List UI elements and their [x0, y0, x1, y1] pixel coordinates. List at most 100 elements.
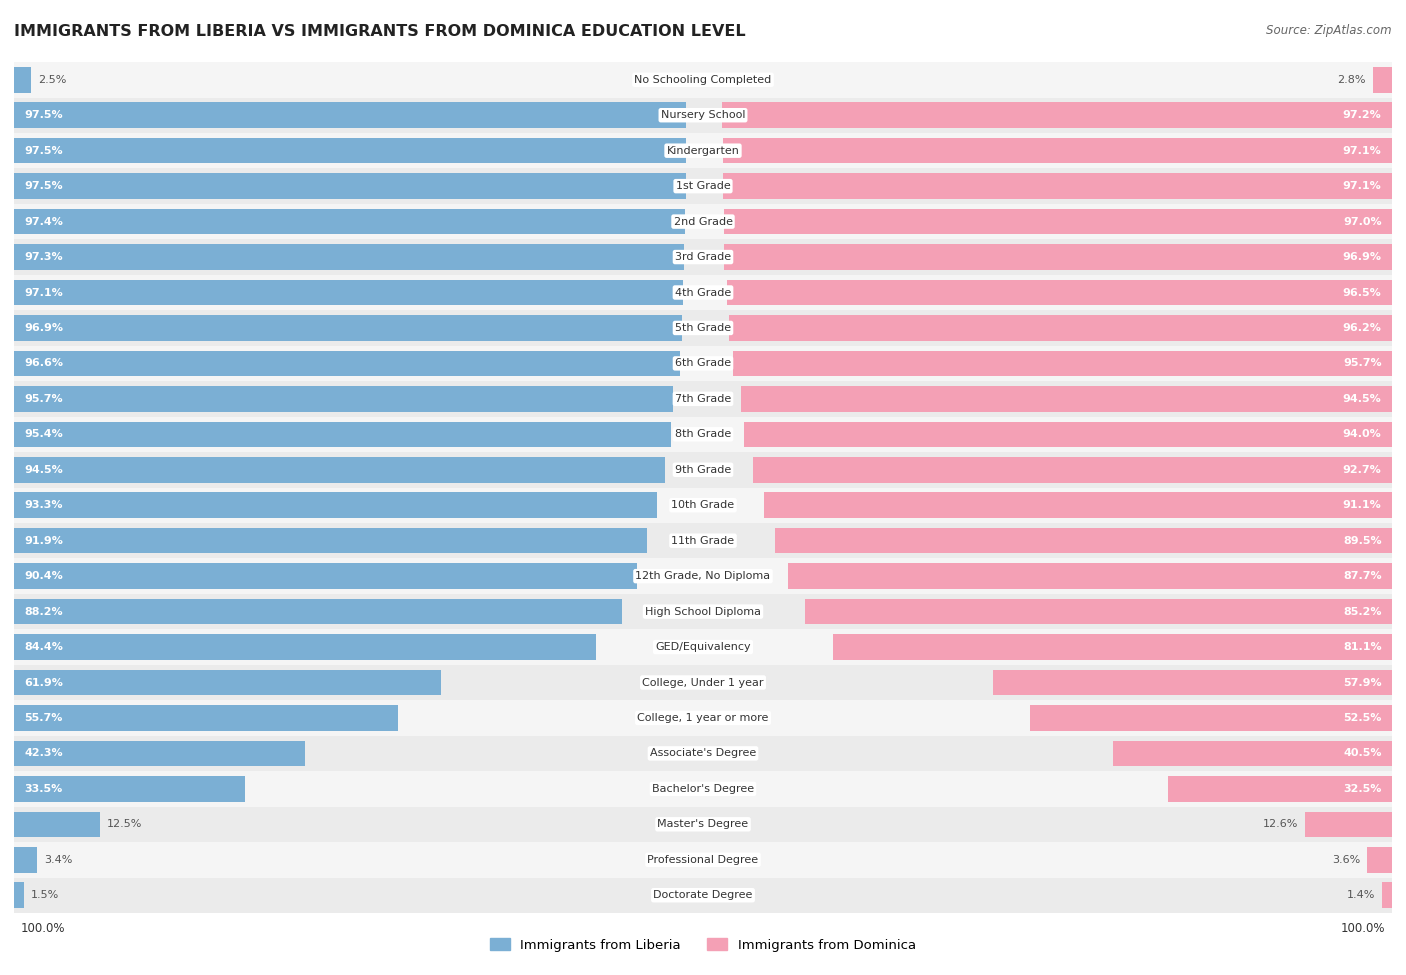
Bar — [806, 599, 1392, 624]
Bar — [14, 488, 1392, 523]
Bar — [14, 209, 685, 234]
Text: Kindergarten: Kindergarten — [666, 145, 740, 156]
Text: 96.9%: 96.9% — [1343, 253, 1382, 262]
Text: College, Under 1 year: College, Under 1 year — [643, 678, 763, 687]
Bar — [14, 98, 1392, 133]
Bar — [1031, 705, 1392, 730]
Bar — [14, 741, 305, 766]
Bar — [14, 736, 1392, 771]
Text: 97.1%: 97.1% — [24, 288, 63, 297]
Bar — [14, 133, 1392, 169]
Text: 84.4%: 84.4% — [24, 643, 63, 652]
Text: 33.5%: 33.5% — [24, 784, 63, 794]
Bar — [724, 245, 1392, 270]
Bar — [834, 635, 1392, 660]
Bar — [744, 421, 1392, 448]
Text: 100.0%: 100.0% — [1340, 921, 1385, 935]
Text: 96.5%: 96.5% — [1343, 288, 1382, 297]
Bar — [14, 204, 1392, 239]
Text: High School Diploma: High School Diploma — [645, 606, 761, 616]
Bar — [787, 564, 1392, 589]
Bar — [1372, 67, 1392, 93]
Text: 97.1%: 97.1% — [1343, 145, 1382, 156]
Text: 2.5%: 2.5% — [38, 75, 66, 85]
Text: 5th Grade: 5th Grade — [675, 323, 731, 332]
Text: 89.5%: 89.5% — [1343, 535, 1382, 546]
Text: 42.3%: 42.3% — [24, 749, 63, 759]
Bar — [727, 280, 1392, 305]
Bar — [14, 315, 682, 340]
Text: 97.5%: 97.5% — [24, 110, 63, 120]
Text: 93.3%: 93.3% — [24, 500, 63, 510]
Bar — [1367, 847, 1392, 873]
Bar — [775, 527, 1392, 554]
Text: 95.4%: 95.4% — [24, 429, 63, 440]
Bar — [14, 594, 1392, 629]
Text: 97.5%: 97.5% — [24, 145, 63, 156]
Bar — [1305, 811, 1392, 838]
Bar — [14, 847, 38, 873]
Bar — [14, 878, 1392, 913]
Text: 87.7%: 87.7% — [1343, 571, 1382, 581]
Text: 85.2%: 85.2% — [1343, 606, 1382, 616]
Text: No Schooling Completed: No Schooling Completed — [634, 75, 772, 85]
Bar — [14, 457, 665, 483]
Text: 96.9%: 96.9% — [24, 323, 63, 332]
Bar — [14, 102, 686, 128]
Text: Nursery School: Nursery School — [661, 110, 745, 120]
Text: 12.5%: 12.5% — [107, 819, 142, 830]
Text: Master's Degree: Master's Degree — [658, 819, 748, 830]
Bar — [14, 700, 1392, 736]
Bar — [741, 386, 1392, 411]
Bar — [14, 771, 1392, 806]
Text: 57.9%: 57.9% — [1343, 678, 1382, 687]
Bar — [14, 169, 1392, 204]
Text: 3.4%: 3.4% — [45, 855, 73, 865]
Text: 95.7%: 95.7% — [1343, 359, 1382, 369]
Bar — [14, 280, 683, 305]
Text: 94.5%: 94.5% — [24, 465, 63, 475]
Bar — [14, 492, 657, 518]
Bar — [14, 665, 1392, 700]
Text: 7th Grade: 7th Grade — [675, 394, 731, 404]
Legend: Immigrants from Liberia, Immigrants from Dominica: Immigrants from Liberia, Immigrants from… — [485, 933, 921, 957]
Text: 40.5%: 40.5% — [1343, 749, 1382, 759]
Text: 88.2%: 88.2% — [24, 606, 63, 616]
Bar — [14, 599, 621, 624]
Bar — [14, 811, 100, 838]
Text: 55.7%: 55.7% — [24, 713, 63, 722]
Text: Bachelor's Degree: Bachelor's Degree — [652, 784, 754, 794]
Bar — [14, 62, 1392, 98]
Text: 11th Grade: 11th Grade — [672, 535, 734, 546]
Text: 3rd Grade: 3rd Grade — [675, 253, 731, 262]
Text: 8th Grade: 8th Grade — [675, 429, 731, 440]
Bar — [14, 421, 671, 448]
Bar — [14, 806, 1392, 842]
Text: 97.0%: 97.0% — [1343, 216, 1382, 226]
Bar — [14, 670, 440, 695]
Bar — [14, 386, 673, 411]
Bar — [14, 559, 1392, 594]
Bar — [14, 381, 1392, 416]
Text: Doctorate Degree: Doctorate Degree — [654, 890, 752, 900]
Text: Source: ZipAtlas.com: Source: ZipAtlas.com — [1267, 24, 1392, 37]
Text: 91.9%: 91.9% — [24, 535, 63, 546]
Text: 1.5%: 1.5% — [31, 890, 59, 900]
Text: 6th Grade: 6th Grade — [675, 359, 731, 369]
Bar — [730, 315, 1392, 340]
Bar — [14, 239, 1392, 275]
Text: 90.4%: 90.4% — [24, 571, 63, 581]
Bar — [14, 776, 245, 801]
Bar — [14, 275, 1392, 310]
Text: 61.9%: 61.9% — [24, 678, 63, 687]
Text: 3.6%: 3.6% — [1331, 855, 1360, 865]
Text: College, 1 year or more: College, 1 year or more — [637, 713, 769, 722]
Text: 81.1%: 81.1% — [1343, 643, 1382, 652]
Text: 2nd Grade: 2nd Grade — [673, 216, 733, 226]
Text: 100.0%: 100.0% — [21, 921, 66, 935]
Bar — [14, 527, 647, 554]
Text: 1st Grade: 1st Grade — [676, 181, 730, 191]
Bar — [993, 670, 1392, 695]
Bar — [14, 174, 686, 199]
Text: 97.1%: 97.1% — [1343, 181, 1382, 191]
